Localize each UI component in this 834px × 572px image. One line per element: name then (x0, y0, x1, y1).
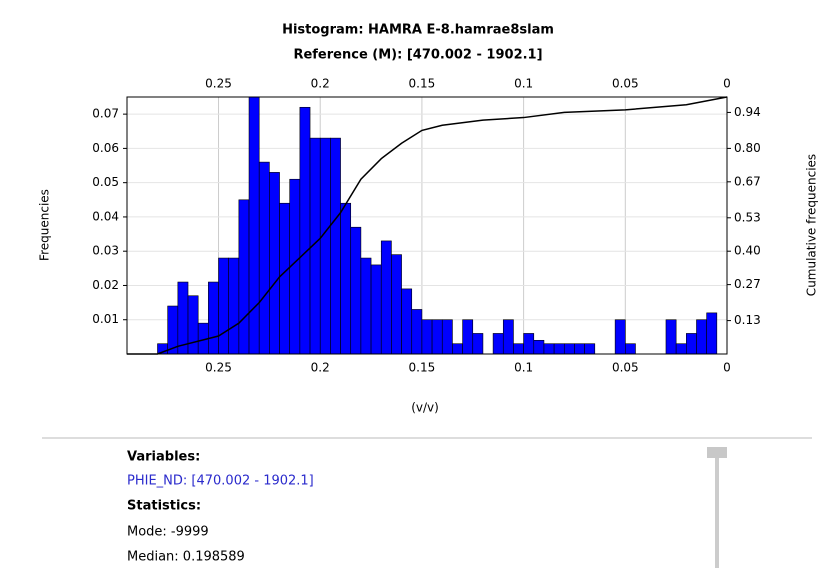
x-tick-label: 0.05 (612, 361, 639, 375)
bar (269, 172, 280, 355)
x-top-tick-label: 0.05 (612, 77, 639, 91)
bar (421, 319, 433, 355)
bar (279, 202, 291, 355)
y-tick-label: 0.02 (92, 278, 119, 292)
bar (319, 137, 331, 355)
bar (299, 106, 311, 355)
y-tick-label: 0.05 (92, 175, 119, 189)
bar (350, 226, 362, 355)
bar (523, 333, 535, 355)
y-tick-label: 0.01 (92, 312, 119, 326)
bar (696, 319, 707, 355)
x-top-tick-label: 0.1 (514, 77, 533, 91)
variables-heading: Variables: (127, 450, 200, 465)
statistics-heading: Statistics: (127, 499, 201, 514)
chart-subtitle: Reference (M): [470.002 - 1902.1] (293, 48, 542, 63)
x-top-tick-label: 0.15 (409, 77, 436, 91)
bar (574, 343, 585, 355)
y2-tick-label: 0.13 (734, 313, 761, 327)
bar (441, 319, 453, 355)
bar (380, 240, 392, 355)
x-tick-label: 0.1 (514, 361, 533, 375)
bar (238, 199, 250, 355)
y2-tick-label: 0.67 (734, 174, 761, 188)
x-tick-label: 0.25 (205, 361, 232, 375)
bar (218, 257, 229, 355)
y2-tick-label: 0.40 (734, 244, 761, 258)
y-tick-label: 0.04 (92, 209, 119, 223)
bar (452, 343, 463, 355)
x-top-tick-label: 0.2 (311, 77, 330, 91)
y2-tick-label: 0.53 (734, 210, 761, 224)
bar (614, 319, 626, 355)
bar (686, 333, 697, 355)
bar (584, 343, 596, 355)
plot-frame (126, 96, 728, 355)
bar (391, 254, 402, 355)
y2-axis-label: Cumulative frequencies (805, 154, 819, 296)
bar (665, 319, 677, 355)
y2-tick-label: 0.80 (734, 141, 761, 155)
stat-median: Median: 0.198589 (127, 550, 245, 565)
x-tick-label: 0.15 (409, 361, 436, 375)
bar (340, 202, 352, 355)
bar (472, 333, 484, 355)
bar (187, 295, 199, 355)
bar (228, 257, 240, 355)
bar (625, 343, 636, 355)
bar (177, 281, 189, 355)
y2-tick-label: 0.27 (734, 277, 761, 291)
bar (675, 343, 687, 355)
bar (208, 281, 219, 355)
bar (360, 257, 372, 355)
bar (401, 288, 413, 355)
bar (563, 343, 575, 355)
variable-link[interactable]: PHIE_ND: [470.002 - 1902.1] (127, 474, 314, 489)
y-tick-label: 0.06 (92, 141, 119, 155)
x-top-tick-label: 0.25 (205, 77, 232, 91)
bar (492, 333, 504, 355)
scrollbar-thumb[interactable] (707, 447, 727, 458)
y-axis-label: Frequencies (38, 189, 52, 261)
bar (462, 319, 474, 355)
bar (533, 339, 545, 355)
bar (513, 343, 524, 355)
x-tick-label: 0 (723, 361, 731, 375)
chart-title: Histogram: HAMRA E-8.hamrae8slam (282, 23, 554, 38)
bar (543, 343, 555, 355)
x-top-tick-label: 0 (723, 77, 731, 91)
cumulative-line (127, 96, 728, 355)
bar (258, 161, 270, 355)
bar (370, 264, 382, 355)
y2-tick-label: 0.94 (734, 105, 761, 119)
x-axis-label: (v/v) (411, 401, 439, 415)
y-tick-label: 0.03 (92, 244, 119, 258)
bar (431, 319, 443, 355)
bar (411, 309, 423, 355)
bar (248, 96, 260, 355)
stat-mode: Mode: -9999 (127, 525, 209, 540)
bar (330, 137, 341, 355)
y-tick-label: 0.07 (92, 107, 119, 121)
bar (553, 343, 565, 355)
x-tick-label: 0.2 (311, 361, 330, 375)
bar (502, 319, 514, 355)
bar (706, 312, 718, 355)
